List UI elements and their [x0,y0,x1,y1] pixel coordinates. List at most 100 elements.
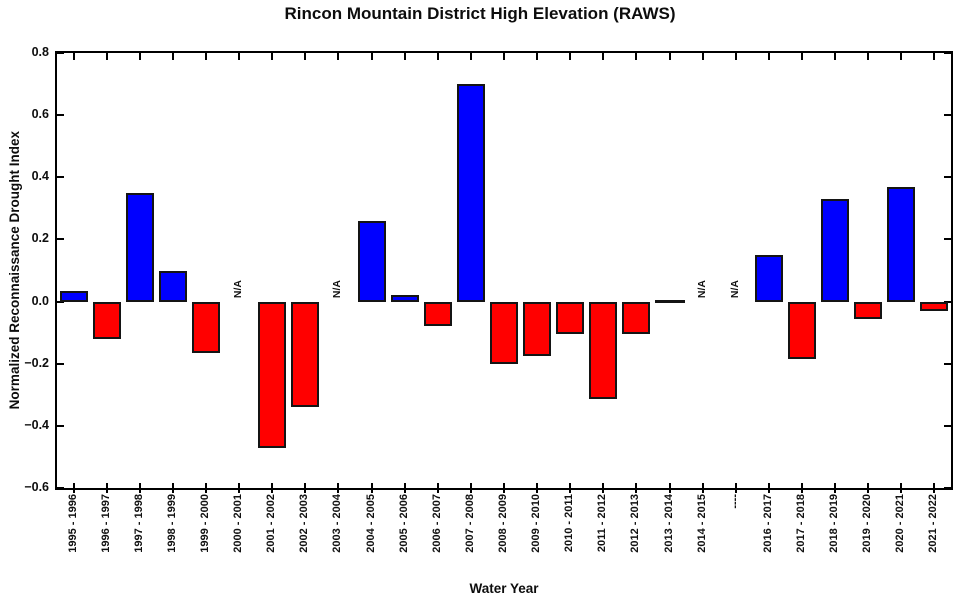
x-axis-tick [536,53,539,60]
negative-bar [556,301,585,335]
x-axis-tick [635,53,638,60]
positive-bar [158,270,187,302]
x-axis-tick [238,483,241,493]
x-tick-label: 2017 - 2018 [795,494,807,553]
x-axis-tick [271,483,274,493]
y-tick-label: −0.4 [24,417,49,432]
y-axis-tick [57,238,64,241]
x-tick-label: 1997 - 1998 [132,494,145,553]
y-axis-tick [57,362,64,365]
x-axis-tick [171,483,174,493]
x-axis-tick [701,483,704,493]
x-tick-label: 2005 - 2006 [397,494,410,553]
y-axis-tick [57,52,64,54]
x-tick-label: 2018 - 2019 [828,494,841,553]
positive-bar [754,254,783,302]
x-axis-tick [72,483,75,493]
negative-bar [258,301,287,448]
x-axis-tick [138,483,141,493]
x-axis-tick [469,483,472,493]
positive-bar [821,199,850,302]
na-label: N/A [695,279,708,298]
y-axis-tick [944,362,951,365]
x-axis-tick [767,53,770,60]
negative-bar [622,301,651,335]
x-axis-tick [536,483,539,493]
x-tick-label: 2020 - 2021 [894,494,907,553]
negative-bar [788,301,816,360]
x-axis-tick [867,483,870,493]
x-axis-tick [900,483,903,493]
y-axis-tick [57,300,64,303]
negative-bar [523,301,552,356]
negative-bar [920,301,949,311]
positive-bar [59,290,88,302]
x-tick-label: 2012 - 2013 [629,494,642,553]
x-tick-label: ---- [728,494,741,509]
x-axis-tick [569,53,572,60]
y-axis-tick [944,114,951,117]
chart-title: Rincon Mountain District High Elevation … [284,4,676,23]
x-tick-label: 2001 - 2002 [265,494,278,553]
y-axis-tick [57,114,64,117]
x-tick-label: 2019 - 2020 [861,494,874,553]
x-axis-tick [503,483,505,493]
y-tick-label: 0.2 [31,231,49,246]
y-axis-tick [944,176,951,179]
x-tick-label: 2002 - 2003 [298,494,311,553]
x-axis-tick [205,53,207,60]
x-axis-tick [138,53,141,60]
x-tick-label: 2006 - 2007 [430,494,443,553]
x-axis-tick [436,483,439,493]
x-axis-tick [105,53,108,60]
x-tick-label: 2014 - 2015 [695,494,708,553]
y-axis-tick [944,487,951,489]
x-tick-label: 2004 - 2005 [364,494,377,553]
x-axis-tick [370,483,373,493]
x-tick-label: 1999 - 2000 [199,494,211,553]
x-tick-label: 2016 - 2017 [761,494,774,553]
x-axis-tick [834,483,837,493]
na-label: N/A [331,279,344,298]
x-axis-tick [668,53,671,60]
x-axis-tick [569,483,572,493]
x-axis-tick [668,483,671,493]
y-tick-label: 0.6 [31,107,49,122]
positive-bar [125,192,154,302]
y-axis-tick [57,176,64,179]
negative-bar [490,301,518,364]
y-axis-tick [944,52,951,54]
positive-bar [390,295,419,302]
x-axis-tick [205,483,207,493]
x-axis-tick [867,53,870,60]
y-tick-label: −0.2 [24,355,49,370]
x-axis-tick [403,483,406,493]
x-axis-tick [933,53,936,60]
x-axis-tick [602,53,605,60]
y-tick-label: −0.6 [24,480,49,494]
negative-bar [92,301,121,339]
y-tick-label: 0.4 [31,169,49,184]
x-axis-tick [734,53,737,60]
x-axis-tick [403,53,406,60]
x-tick-label: 2003 - 2004 [331,494,344,553]
y-axis-tick [944,424,951,427]
x-tick-label: 1998 - 1999 [165,494,178,553]
negative-bar [423,301,452,327]
x-axis-label: Water Year [469,581,539,596]
x-axis-tick [370,53,373,60]
x-axis-tick [933,483,936,493]
x-axis-tick [767,483,770,493]
x-axis-tick [171,53,174,60]
y-axis-tick [944,238,951,241]
zero-value-bar [654,300,685,304]
x-axis-tick [503,53,505,60]
negative-bar [589,301,618,400]
x-axis-tick [238,53,241,60]
x-axis-tick [337,483,340,493]
x-tick-label: 2010 - 2011 [563,494,576,553]
x-tick-label: 2011 - 2012 [596,494,609,553]
x-tick-label: 2021 - 2022 [927,494,940,553]
x-axis-tick [337,53,340,60]
